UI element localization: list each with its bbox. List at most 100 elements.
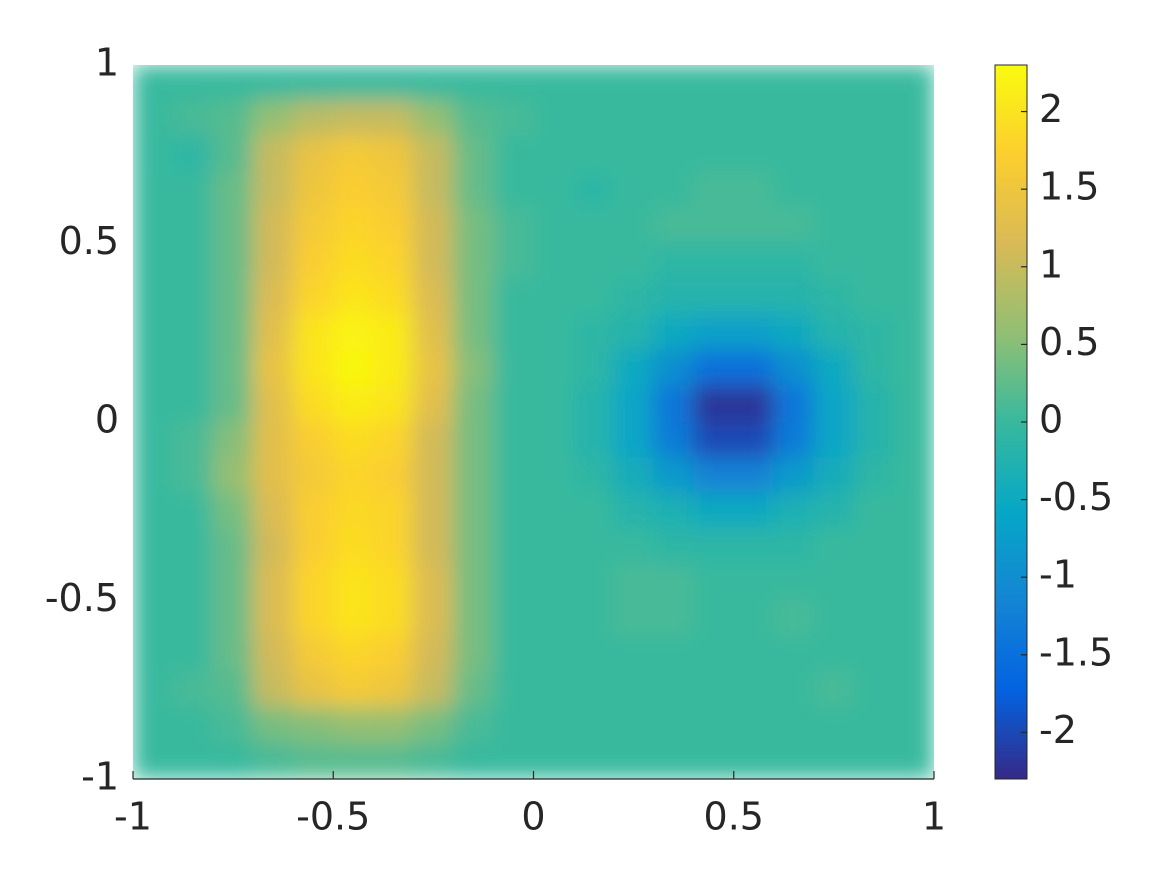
heatmap-cell — [172, 564, 214, 601]
heatmap-cell — [613, 671, 655, 709]
heatmap-cell — [412, 528, 454, 566]
heatmap-cell — [292, 243, 334, 280]
heatmap-cell — [533, 457, 575, 494]
heatmap-cell — [573, 635, 615, 673]
heatmap-cell — [853, 65, 895, 102]
heatmap-cell — [813, 742, 855, 779]
heatmap-cell — [613, 65, 655, 102]
heatmap-cell — [693, 385, 735, 423]
heatmap-cell — [693, 100, 735, 137]
heatmap-cell — [733, 171, 775, 209]
heatmap-cell — [172, 65, 214, 102]
heatmap-cell — [533, 207, 575, 244]
heatmap-cell — [412, 207, 454, 244]
heatmap-cell — [372, 278, 414, 316]
heatmap-cell — [813, 457, 855, 494]
heatmap-cell — [773, 457, 815, 494]
heatmap-cell — [412, 171, 454, 209]
heatmap-cell — [733, 707, 775, 744]
heatmap-cell — [292, 207, 334, 244]
heatmap-cell — [212, 742, 254, 779]
heatmap-cells — [133, 65, 934, 779]
heatmap-cell — [693, 742, 735, 779]
colorbar-tick-label: -0.5 — [1039, 475, 1113, 519]
colorbar-tick-label: 1 — [1039, 242, 1063, 286]
heatmap-cell — [332, 278, 374, 316]
heatmap-cell — [372, 492, 414, 530]
heatmap-cell — [212, 135, 254, 173]
heatmap-cell — [452, 171, 494, 209]
heatmap-cell — [613, 207, 655, 244]
heatmap-cell — [252, 100, 294, 137]
heatmap-cell — [452, 492, 494, 530]
heatmap-cell — [613, 600, 655, 637]
heatmap-cell — [813, 492, 855, 530]
heatmap-cell — [733, 528, 775, 566]
heatmap-cell — [212, 600, 254, 637]
heatmap-cell — [533, 278, 575, 316]
heatmap-cell — [613, 492, 655, 530]
heatmap-cell — [492, 457, 534, 494]
heatmap-cell — [613, 528, 655, 566]
heatmap-cell — [252, 421, 294, 459]
x-tick-label: -1 — [114, 795, 152, 839]
heatmap-cell — [773, 207, 815, 244]
heatmap-cell — [133, 385, 174, 423]
heatmap-cell — [292, 278, 334, 316]
heatmap-cell — [452, 457, 494, 494]
heatmap-cell — [172, 350, 214, 387]
heatmap-cell — [252, 171, 294, 209]
heatmap-cell — [133, 350, 174, 387]
heatmap-cell — [893, 100, 934, 137]
heatmap-cell — [133, 421, 174, 459]
heatmap-cell — [212, 278, 254, 316]
heatmap-cell — [773, 671, 815, 709]
heatmap-cell — [372, 171, 414, 209]
heatmap-cell — [653, 100, 695, 137]
heatmap-cell — [533, 350, 575, 387]
heatmap-cell — [693, 65, 735, 102]
heatmap-cell — [372, 707, 414, 744]
heatmap-cell — [613, 385, 655, 423]
heatmap-cell — [853, 457, 895, 494]
heatmap-cell — [693, 600, 735, 637]
heatmap-cell — [853, 314, 895, 352]
heatmap-cell — [653, 421, 695, 459]
heatmap-cell — [693, 207, 735, 244]
heatmap-cell — [133, 707, 174, 744]
heatmap-cell — [613, 243, 655, 280]
heatmap-cell — [492, 65, 534, 102]
heatmap-cell — [573, 385, 615, 423]
heatmap-cell — [452, 707, 494, 744]
heatmap-cell — [412, 65, 454, 102]
heatmap-cell — [212, 350, 254, 387]
heatmap-cell — [693, 421, 735, 459]
heatmap-cell — [853, 528, 895, 566]
heatmap-cell — [533, 564, 575, 601]
heatmap-cell — [733, 635, 775, 673]
heatmap-cell — [492, 207, 534, 244]
heatmap-cell — [573, 100, 615, 137]
heatmap-cell — [693, 671, 735, 709]
heatmap-cell — [452, 350, 494, 387]
heatmap-cell — [893, 350, 934, 387]
heatmap-cell — [332, 635, 374, 673]
heatmap-cell — [172, 278, 214, 316]
heatmap-cell — [533, 600, 575, 637]
heatmap-cell — [252, 278, 294, 316]
heatmap-cell — [853, 135, 895, 173]
heatmap-cell — [733, 457, 775, 494]
heatmap-cell — [412, 278, 454, 316]
heatmap-cell — [653, 742, 695, 779]
heatmap-cell — [893, 314, 934, 352]
heatmap-cell — [492, 100, 534, 137]
heatmap-cell — [693, 457, 735, 494]
heatmap-cell — [653, 492, 695, 530]
heatmap-cell — [573, 350, 615, 387]
heatmap-cell — [653, 385, 695, 423]
heatmap-cell — [133, 564, 174, 601]
heatmap-cell — [613, 278, 655, 316]
heatmap-cell — [653, 528, 695, 566]
heatmap-cell — [252, 600, 294, 637]
heatmap-cell — [613, 314, 655, 352]
